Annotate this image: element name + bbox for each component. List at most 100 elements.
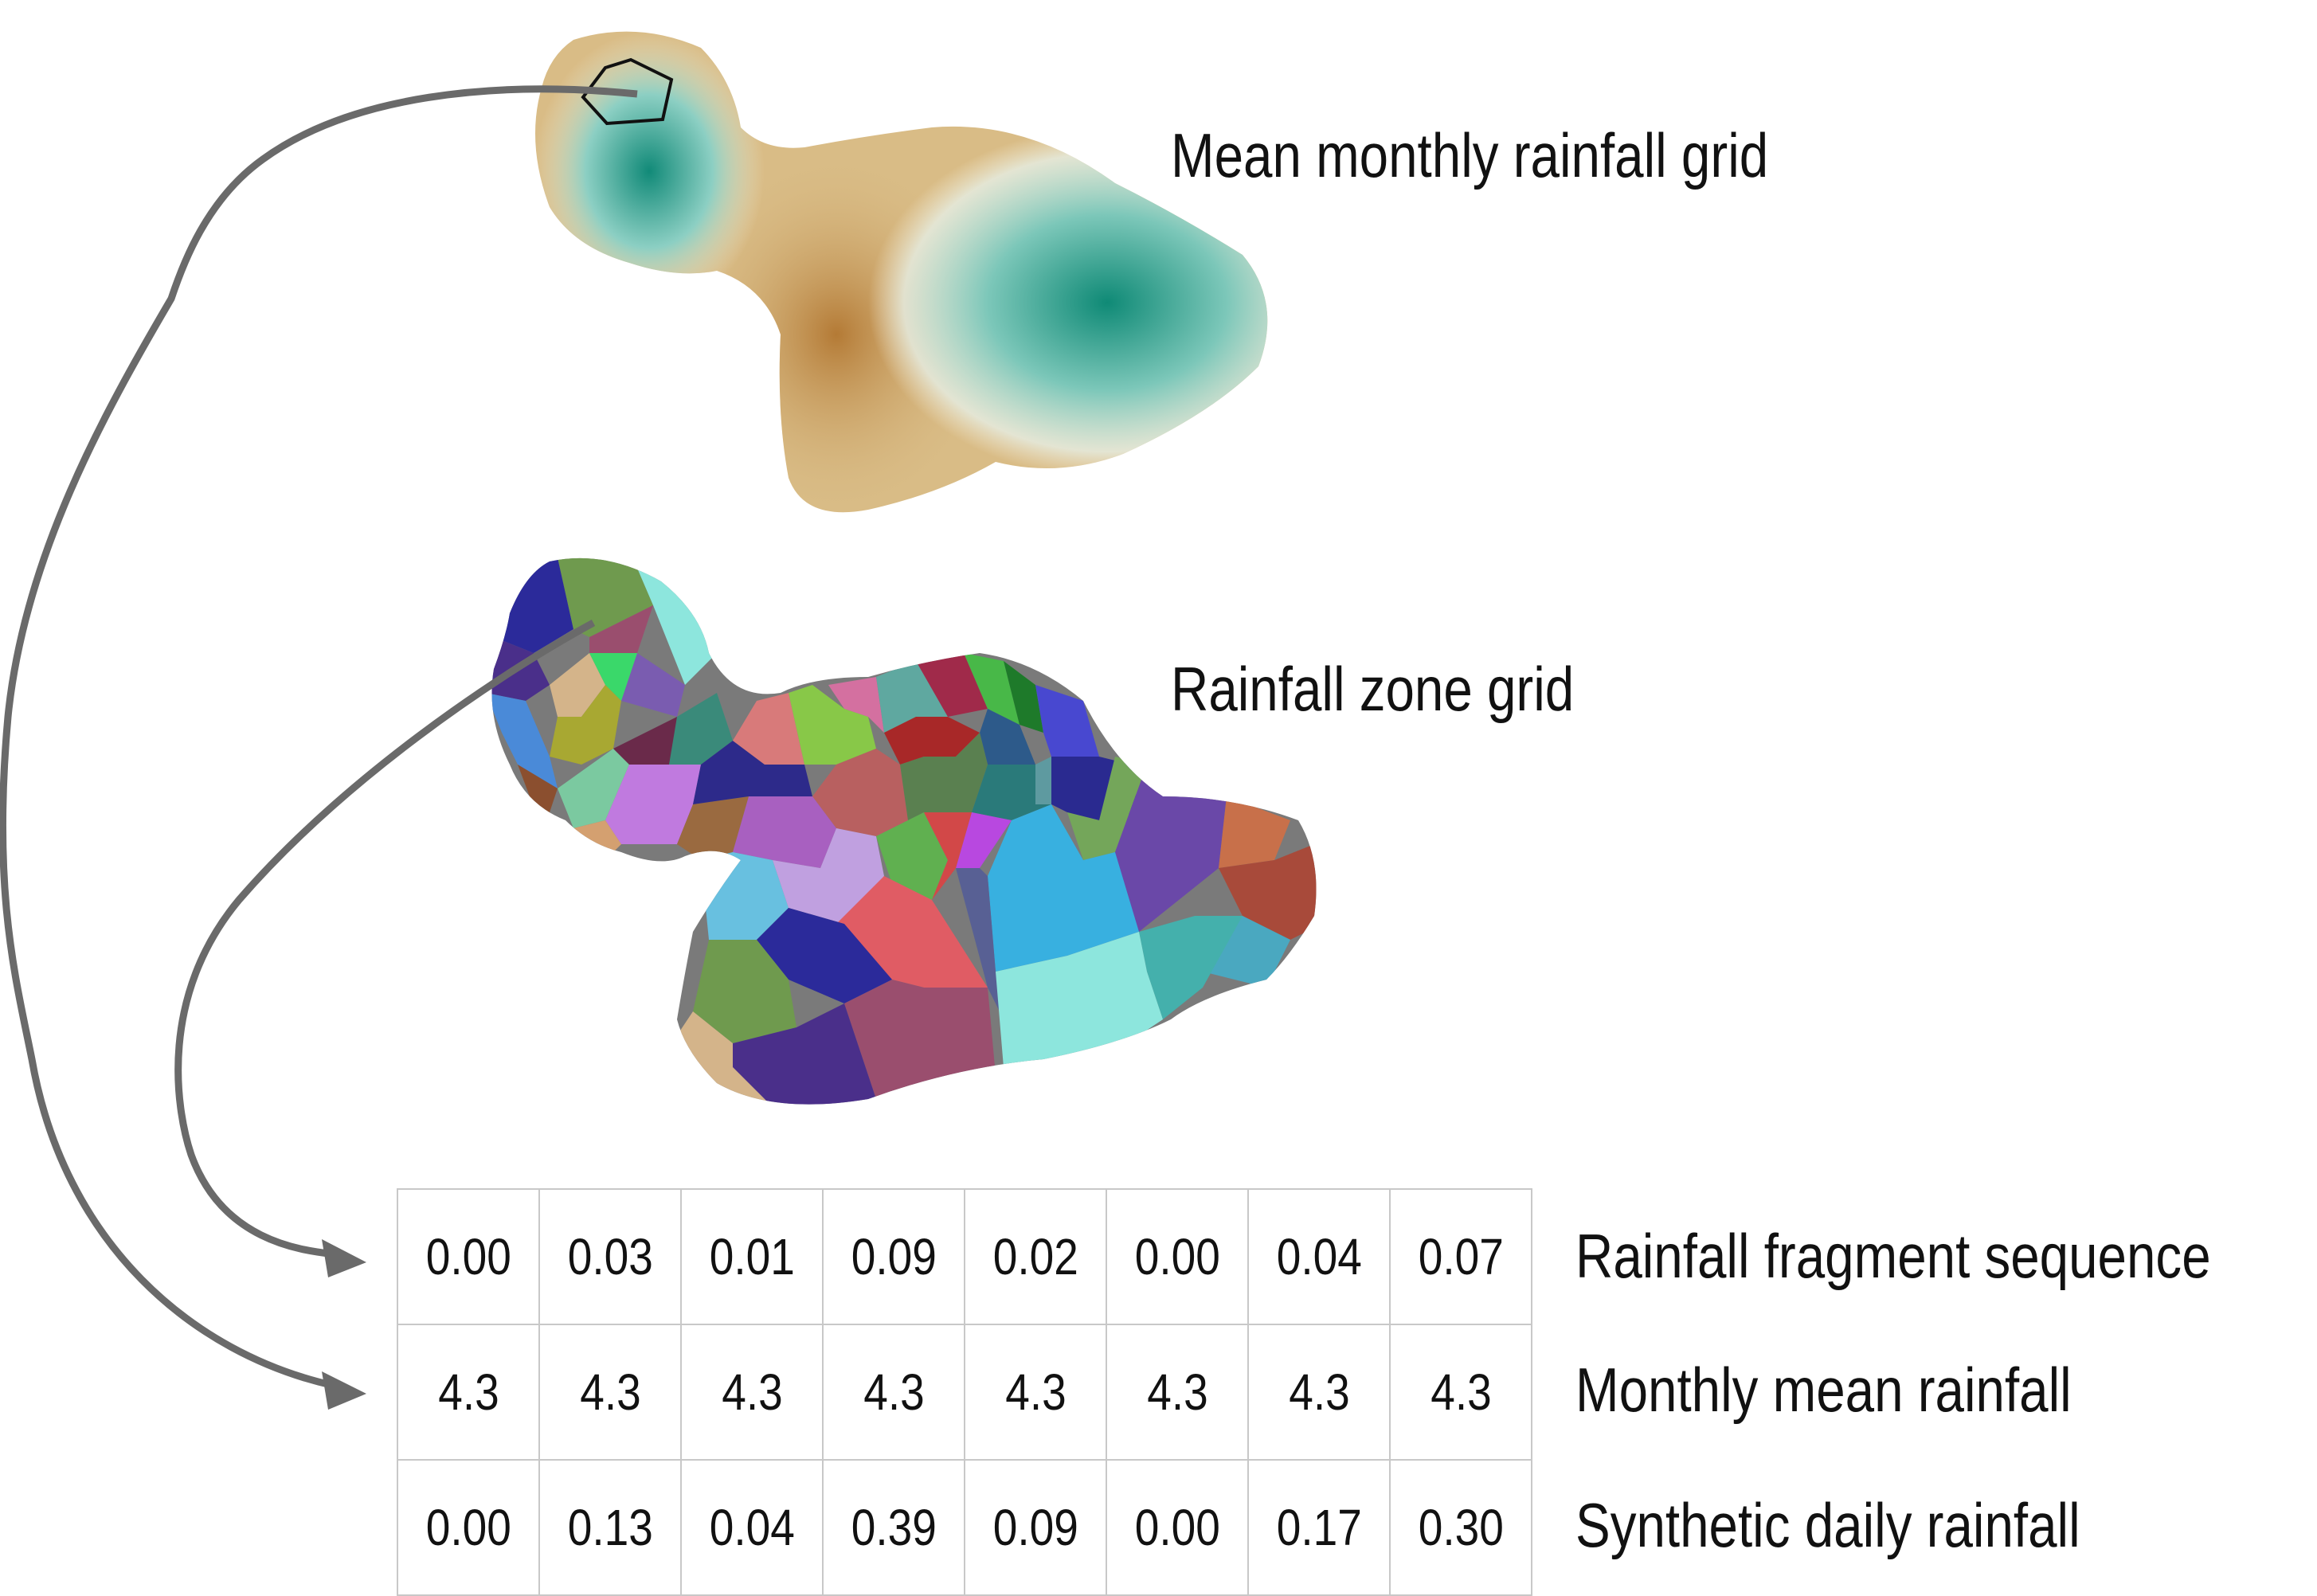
cell-value: 4.3 [437,1363,499,1421]
table-cell: 0.00 [397,1459,540,1596]
table-cell: 0.01 [680,1188,824,1325]
table-cell: 0.04 [680,1459,824,1596]
arrow-zone-to-fragment-row [174,620,596,1258]
table-cell: 0.09 [822,1188,965,1325]
cell-value: 0.02 [992,1228,1078,1285]
zone-grid-label: Rainfall zone grid [1171,654,1575,724]
zone-cell [773,828,884,924]
wet-region-west [535,32,765,311]
cell-value: 0.09 [992,1499,1078,1556]
zone-cell [491,693,558,788]
monthly-row: 4.3 4.3 4.3 4.3 4.3 4.3 4.3 4.3 [397,1324,1532,1461]
arrows [0,85,638,1410]
rainfall-table: 0.00 0.03 0.01 0.09 0.02 0.00 0.04 0.07 4.3 4.3 4.… [397,1188,1532,1596]
cell-value: 0.01 [709,1228,795,1285]
zone-cell [558,749,629,828]
table-cell: 0.03 [538,1188,682,1325]
zone-cell [1219,844,1317,940]
cell-value: 0.13 [567,1499,653,1556]
zone-cell [621,653,685,717]
cell-value: 4.3 [1288,1363,1350,1421]
zone-cell [900,733,988,820]
cell-value: 4.3 [721,1363,783,1421]
zone-cell [1139,916,1243,1019]
zone-cell [988,804,1139,972]
zone-cell [789,685,876,765]
zone-cell [1067,757,1147,860]
zone-cell [956,812,1012,868]
zone-cell [518,765,573,828]
table-cell: 4.3 [538,1324,682,1461]
table-cell: 4.3 [680,1324,824,1461]
zone-cell [916,653,988,717]
zone-cell [693,741,812,804]
cell-value: 4.3 [1004,1363,1067,1421]
zone-cell [733,693,804,765]
zone-cell [613,717,685,765]
mean-rainfall-map [535,31,1268,513]
table-cell: 0.00 [397,1188,540,1325]
zone-cell [924,812,972,900]
zone-cell [980,709,1035,765]
table-cell: 0.30 [1389,1459,1532,1596]
zone-cell [884,717,980,765]
zone-cell [956,868,1004,1019]
cell-value: 0.30 [1418,1499,1504,1556]
cell-value: 0.00 [425,1499,511,1556]
zone-cell [996,932,1163,1067]
zone-cell [629,557,717,685]
zone-cell [828,677,884,733]
cell-value: 4.3 [579,1363,641,1421]
row-label-synthetic: Synthetic daily rainfall [1575,1490,2080,1560]
table-cell: 0.00 [1106,1188,1249,1325]
cell-value: 0.00 [425,1228,511,1285]
table-cell: 0.04 [1247,1188,1391,1325]
zone-cell [693,940,796,1043]
zone-cell [1115,765,1227,932]
zone-cell [844,980,996,1099]
table-cell: 4.3 [1106,1324,1249,1461]
zone-cell [1035,685,1099,757]
table-cell: 0.00 [1106,1459,1249,1596]
fragment-row: 0.00 0.03 0.01 0.09 0.02 0.00 0.04 0.07 [397,1188,1532,1325]
zone-cell [757,908,892,1003]
table-cell: 4.3 [822,1324,965,1461]
zone-cell [733,1003,876,1105]
zone-cell [733,796,836,868]
zone-cell [589,605,653,653]
table-cell: 0.07 [1389,1188,1532,1325]
zone-cell [605,765,701,844]
cell-value: 0.17 [1276,1499,1362,1556]
table-cell: 0.39 [822,1459,965,1596]
cell-value: 4.3 [1430,1363,1492,1421]
table-cell: 4.3 [397,1324,540,1461]
table-cell: 4.3 [1247,1324,1391,1461]
cell-value: 0.04 [709,1499,795,1556]
zone-cell [1004,661,1043,733]
zone-cell [558,557,653,637]
zone-cell [550,653,605,717]
row-label-monthly: Monthly mean rainfall [1575,1355,2072,1425]
zone-cell [1219,796,1290,868]
zone-cell [876,661,948,733]
cell-value: 4.3 [1146,1363,1208,1421]
zone-cell [1035,757,1051,804]
table-cell: 0.02 [964,1188,1107,1325]
table-cell: 4.3 [1389,1324,1532,1461]
table-cell: 0.17 [1247,1459,1391,1596]
cell-value: 0.03 [567,1228,653,1285]
zone-cell [669,693,733,765]
arrow-mean-to-monthly-row [0,85,638,1390]
cell-value: 4.3 [863,1363,925,1421]
rainfall-zone-map [491,557,1317,1105]
cell-value: 0.39 [851,1499,937,1556]
mean-grid-label: Mean monthly rainfall grid [1171,120,1769,190]
row-label-fragment: Rainfall fragment sequence [1575,1221,2211,1291]
zone-cell [812,749,908,836]
arrowhead-fragment-row [322,1239,366,1277]
table-cell: 0.09 [964,1459,1107,1596]
zone-cell [972,765,1051,820]
synthetic-row: 0.00 0.13 0.04 0.39 0.09 0.00 0.17 0.30 [397,1459,1532,1596]
zone-cell [964,653,1020,725]
